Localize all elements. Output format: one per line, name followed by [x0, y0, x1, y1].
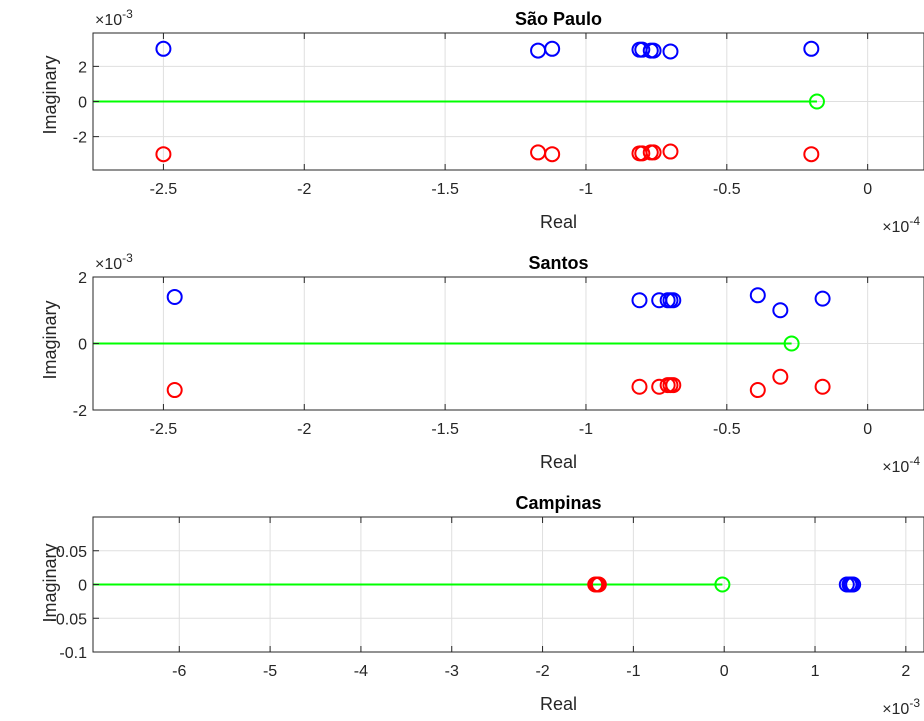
marker-point	[714, 576, 731, 593]
marker-point	[155, 146, 172, 163]
marker-point	[783, 335, 800, 352]
marker-point	[803, 40, 820, 57]
x-tick-label: -1.5	[431, 181, 459, 198]
y-axis-label: Imaginary	[40, 543, 60, 622]
marker-point	[645, 144, 662, 161]
x-tick-label: -1	[626, 663, 640, 680]
marker-point	[544, 40, 561, 57]
x-tick-label: -5	[263, 663, 277, 680]
x-tick-label: -1	[579, 421, 593, 438]
x-tick-label: -2	[297, 181, 311, 198]
marker-point	[155, 40, 172, 57]
x-tick-label: -3	[445, 663, 459, 680]
marker-point	[772, 302, 789, 319]
x-tick-label: -0.5	[713, 421, 741, 438]
x-exponent-label: ×10-4	[882, 214, 920, 236]
x-axis-label: Real	[540, 212, 577, 232]
y-tick-label: 0	[78, 337, 87, 354]
x-tick-label: -2.5	[150, 421, 178, 438]
subplot-1: -2.5 -2 -1.5 -1 -0.5 0 -2 0 2 Santos Real Imaginary…	[40, 251, 924, 476]
x-axis-label: Real	[540, 694, 577, 714]
marker-point	[631, 378, 648, 395]
marker-point	[845, 576, 862, 593]
x-tick-label: 2	[901, 663, 910, 680]
x-tick-label: -2	[535, 663, 549, 680]
marker-point	[808, 93, 825, 110]
marker-point	[166, 288, 183, 305]
y-tick-label: -0.1	[59, 645, 87, 662]
x-tick-label: -4	[354, 663, 368, 680]
y-tick-label: 0	[78, 578, 87, 595]
marker-point	[544, 146, 561, 163]
marker-point	[662, 43, 679, 60]
y-tick-label: 0.05	[56, 544, 87, 561]
marker-point	[814, 290, 831, 307]
marker-point	[590, 576, 607, 593]
marker-point	[749, 382, 766, 399]
marker-point	[803, 146, 820, 163]
x-exponent-label: ×10-4	[882, 454, 920, 476]
subplot-title: São Paulo	[515, 9, 602, 29]
marker-point	[665, 377, 682, 394]
marker-point	[631, 292, 648, 309]
y-tick-label: 0	[78, 95, 87, 112]
y-axis-label: Imaginary	[40, 55, 60, 134]
x-tick-label: -2	[297, 421, 311, 438]
y-tick-label: 2	[78, 270, 87, 287]
subplot-0: -2.5 -2 -1.5 -1 -0.5 0 -2 0 2 São Paulo Real Imagin…	[40, 7, 924, 236]
x-tick-label: 0	[863, 181, 872, 198]
y-tick-label: 2	[78, 59, 87, 76]
subplot-title: Santos	[528, 253, 588, 273]
marker-point	[634, 41, 651, 58]
marker-point	[166, 382, 183, 399]
marker-point	[634, 145, 651, 162]
x-tick-label: -1.5	[431, 421, 459, 438]
x-tick-label: 0	[863, 421, 872, 438]
x-tick-label: 0	[720, 663, 729, 680]
y-exponent-label: ×10-3	[95, 251, 133, 273]
y-exponent-label: ×10-3	[95, 7, 133, 29]
y-tick-label: -0.05	[51, 611, 88, 628]
marker-point	[662, 143, 679, 160]
marker-point	[665, 292, 682, 309]
x-tick-label: -2.5	[150, 181, 178, 198]
marker-point	[772, 368, 789, 385]
x-tick-label: -6	[172, 663, 186, 680]
x-tick-label: -0.5	[713, 181, 741, 198]
y-tick-label: -2	[73, 403, 87, 420]
marker-point	[645, 42, 662, 59]
x-axis-label: Real	[540, 452, 577, 472]
x-tick-label: -1	[579, 181, 593, 198]
y-axis-label: Imaginary	[40, 300, 60, 379]
subplot-title: Campinas	[515, 493, 601, 513]
y-tick-label: -2	[73, 130, 87, 147]
x-tick-label: 1	[811, 663, 820, 680]
marker-point	[814, 378, 831, 395]
subplot-2: -6 -5 -4 -3 -2 -1 0 1 2 -0.1 -0.05 0 0.05 Campinas Rea…	[40, 493, 924, 718]
x-exponent-label: ×10-3	[882, 696, 920, 718]
marker-point	[749, 287, 766, 304]
